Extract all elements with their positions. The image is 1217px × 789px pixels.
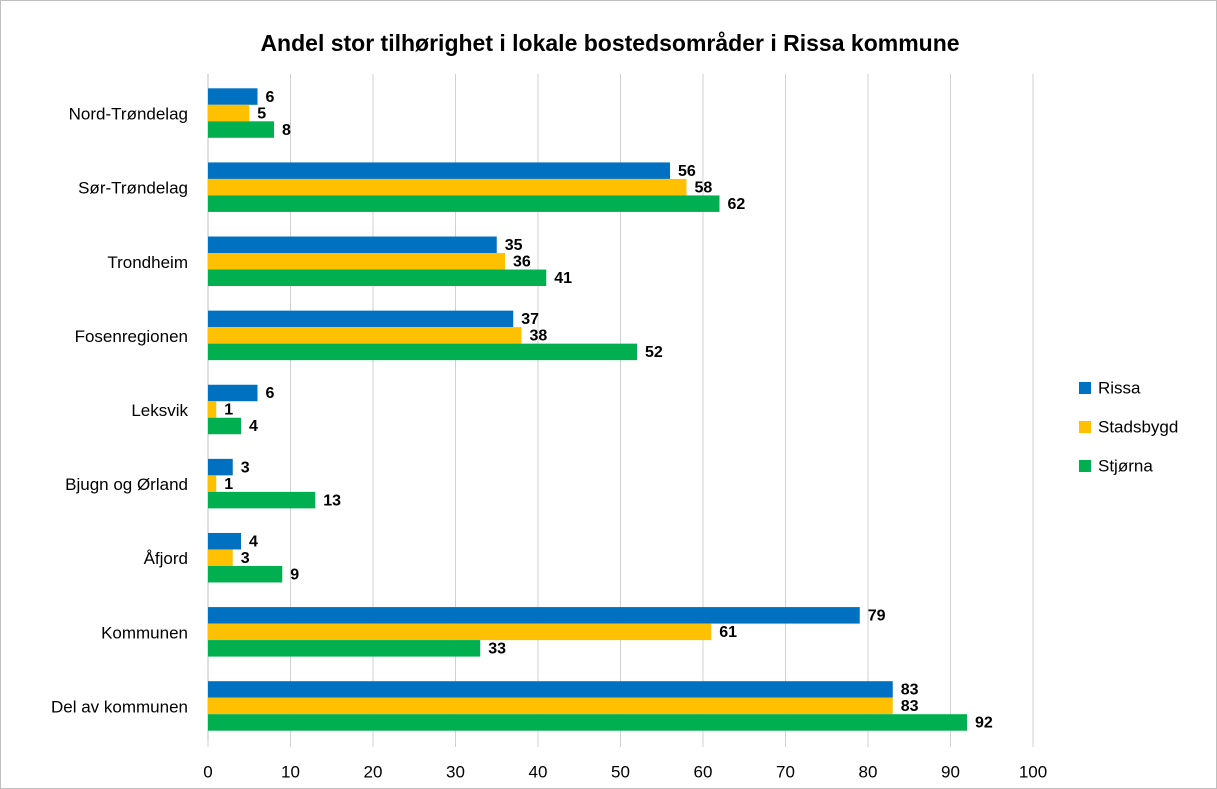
bar — [208, 310, 514, 328]
bar — [208, 697, 893, 715]
bar — [208, 417, 241, 435]
x-tick-label: 70 — [776, 762, 795, 781]
y-tick-label: Åfjord — [144, 549, 188, 568]
data-label: 6 — [266, 89, 275, 106]
data-label: 36 — [513, 253, 531, 270]
data-label: 3 — [241, 459, 250, 476]
data-label: 62 — [728, 196, 746, 213]
data-label: 56 — [678, 163, 696, 180]
data-label: 6 — [266, 385, 275, 402]
bar — [208, 121, 274, 138]
bar — [208, 640, 481, 657]
bar — [208, 475, 217, 492]
x-tick-label: 10 — [281, 762, 300, 781]
bar — [208, 327, 522, 344]
y-tick-label: Del av kommunen — [51, 697, 188, 716]
y-tick-label: Kommunen — [101, 623, 188, 642]
data-label: 1 — [224, 402, 233, 419]
data-label: 8 — [282, 122, 291, 139]
bar — [208, 162, 670, 179]
legend-swatch — [1079, 460, 1091, 472]
x-tick-label: 100 — [1019, 762, 1047, 781]
data-label: 5 — [257, 105, 266, 122]
bar — [208, 714, 967, 731]
data-label: 58 — [695, 179, 713, 196]
bar — [208, 491, 316, 509]
y-tick-label: Leksvik — [131, 401, 188, 420]
bar — [208, 549, 233, 566]
data-label: 92 — [975, 715, 993, 732]
x-tick-label: 90 — [941, 762, 960, 781]
data-label: 83 — [901, 682, 919, 699]
data-label: 83 — [901, 698, 919, 715]
x-tick-label: 20 — [364, 762, 383, 781]
bar — [208, 236, 497, 254]
data-label: 4 — [249, 418, 258, 435]
data-label: 79 — [868, 608, 886, 625]
bar — [208, 178, 687, 196]
data-label: 37 — [521, 311, 539, 328]
y-tick-label: Trondheim — [107, 253, 188, 272]
data-label: 1 — [224, 476, 233, 493]
chart-title: Andel stor tilhørighet i lokale bostedso… — [260, 30, 959, 56]
x-tick-label: 0 — [203, 762, 212, 781]
bar — [208, 88, 258, 105]
bar — [208, 195, 720, 212]
y-tick-label: Sør-Trøndelag — [78, 179, 188, 198]
legend-label: Rissa — [1098, 378, 1141, 397]
legend-swatch — [1079, 421, 1091, 433]
data-label: 3 — [241, 550, 250, 567]
legend-label: Stjørna — [1098, 456, 1153, 475]
bar — [208, 681, 893, 698]
bar — [208, 384, 258, 402]
data-label: 13 — [323, 492, 341, 509]
legend-swatch — [1079, 382, 1091, 394]
data-label: 38 — [530, 328, 548, 345]
data-label: 9 — [290, 566, 299, 583]
bar — [208, 401, 217, 418]
bar — [208, 343, 637, 361]
bar — [208, 104, 250, 122]
x-tick-label: 50 — [611, 762, 630, 781]
data-label: 35 — [505, 237, 523, 254]
x-tick-label: 40 — [529, 762, 548, 781]
y-tick-label: Nord-Trøndelag — [69, 105, 188, 124]
legend-label: Stadsbygd — [1098, 417, 1178, 436]
y-tick-label: Bjugn og Ørland — [65, 475, 188, 494]
y-tick-label: Fosenregionen — [75, 327, 188, 346]
x-tick-label: 60 — [694, 762, 713, 781]
data-label: 52 — [645, 344, 663, 361]
bar — [208, 253, 505, 270]
x-tick-label: 80 — [859, 762, 878, 781]
data-label: 4 — [249, 533, 258, 550]
data-label: 33 — [488, 641, 506, 658]
bar — [208, 269, 547, 287]
x-tick-label: 30 — [446, 762, 465, 781]
bar — [208, 532, 241, 550]
bar — [208, 607, 860, 624]
bar — [208, 458, 233, 476]
bar — [208, 623, 712, 641]
data-label: 41 — [554, 270, 572, 287]
data-label: 61 — [719, 624, 737, 641]
bar — [208, 565, 283, 583]
